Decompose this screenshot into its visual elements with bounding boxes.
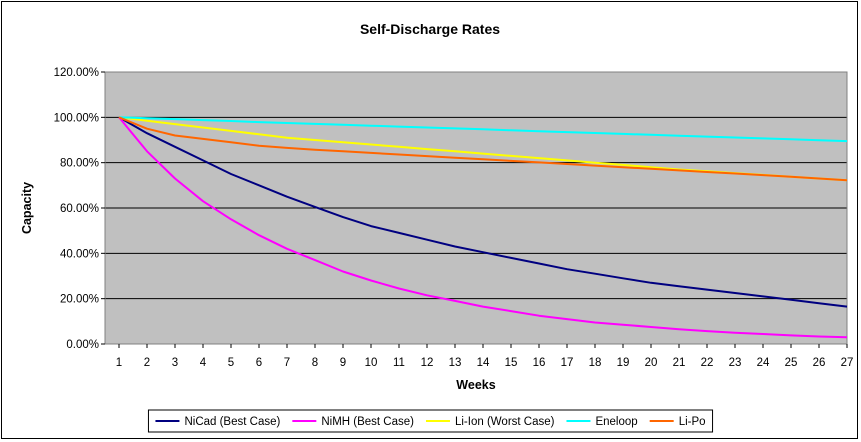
x-tick-label: 25 [785,357,798,369]
x-tick-label: 23 [729,357,742,369]
y-tick-label: 0.00% [66,339,99,351]
legend: NiCad (Best Case) NiMH (Best Case) Li-Ion … [147,409,714,433]
x-tick-label: 7 [284,357,290,369]
x-tick-label: 10 [365,357,378,369]
y-axis-title: Capacity [20,182,34,234]
x-tick-label: 12 [421,357,434,369]
series-line-nimh-best-case [118,116,848,339]
x-tick-label: 19 [617,357,630,369]
series-line-li-po [118,116,848,182]
x-tick-label: 13 [449,357,462,369]
legend-entry: Li-Po [679,416,706,428]
x-tick-label: 16 [533,357,546,369]
x-tick-label: 6 [256,357,262,369]
x-tick-labels: 1 2 3 4 5 6 7 8 9 10 11 12 13 14 15 16 17 18 19 20 21 22 23 24 2… [116,344,854,369]
x-tick-label: 3 [172,357,178,369]
y-tick-label: 80.00% [60,158,99,170]
y-tick-label: 20.00% [60,294,99,306]
x-tick-label: 24 [757,357,770,369]
x-tick-label: 1 [116,357,122,369]
x-axis-title: Weeks [456,378,495,392]
x-tick-label: 18 [589,357,602,369]
x-tick-label: 21 [673,357,686,369]
y-tick-label: 120.00% [54,67,99,79]
x-tick-label: 27 [841,357,854,369]
x-tick-label: 14 [477,357,490,369]
legend-entry: NiCad (Best Case) [184,416,280,428]
x-tick-label: 4 [200,357,207,369]
x-tick-label: 9 [340,357,346,369]
x-tick-label: 26 [813,357,826,369]
legend-entry: Li-Ion (Worst Case) [455,416,555,428]
series-line-nicad-best-case [118,116,848,308]
legend-entry: NiMH (Best Case) [321,416,414,428]
x-tick-label: 17 [561,357,574,369]
chart-title: Self-Discharge Rates [360,21,500,37]
y-tick-label: 60.00% [60,203,99,215]
x-tick-label: 5 [228,357,234,369]
x-tick-label: 2 [144,357,150,369]
y-tick-label: 100.00% [54,112,99,124]
series-lines [118,116,848,339]
y-tick-labels: 0.00% 20.00% 40.00% 60.00% 80.00% 100.00% 120.… [54,67,105,351]
x-tick-label: 22 [701,357,714,369]
legend-entry: Eneloop [595,416,637,428]
y-tick-label: 40.00% [60,248,99,260]
x-tick-label: 20 [645,357,658,369]
x-tick-label: 15 [505,357,518,369]
x-tick-label: 8 [312,357,318,369]
series-line-eneloop [118,116,848,143]
x-tick-label: 11 [393,357,405,369]
